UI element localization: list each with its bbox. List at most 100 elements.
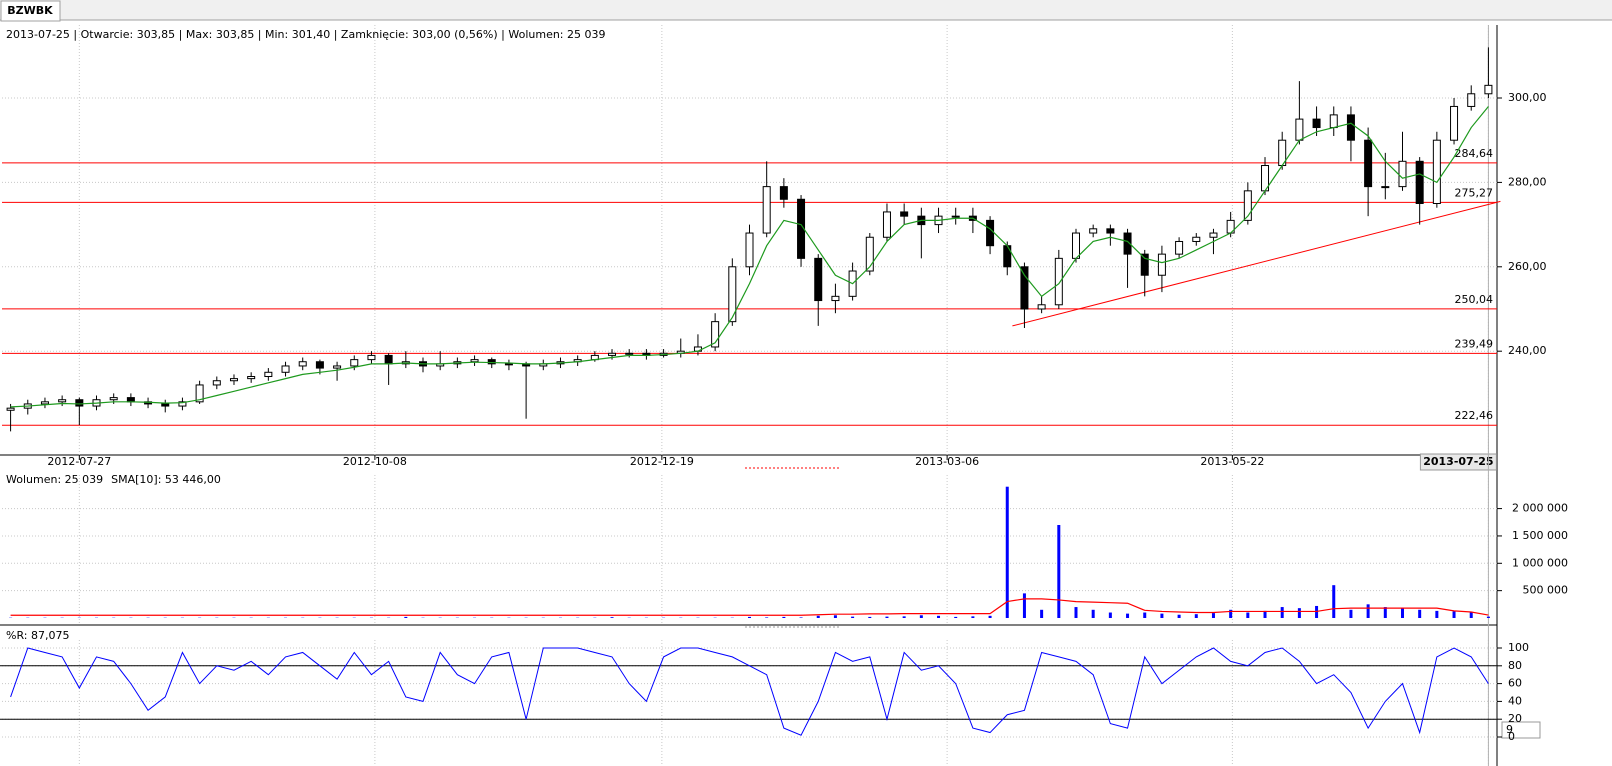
y-tick-label: 1 500 000 (1512, 529, 1568, 542)
volume-bar (1211, 613, 1215, 618)
volume-bar (885, 616, 889, 618)
candle-body (1209, 232, 1218, 238)
y-tick-label: 1 000 000 (1512, 556, 1568, 569)
volume-bar (1332, 585, 1336, 618)
cursor-label-box (1419, 453, 1497, 471)
candle-body (384, 354, 393, 365)
y-tick-label: 260,00 (1508, 260, 1547, 273)
volume-bar (954, 616, 958, 618)
volume-bar (748, 616, 751, 618)
volume-bar (1400, 608, 1404, 618)
y-tick-label: 40 (1508, 694, 1522, 707)
volume-bar (765, 617, 769, 618)
volume-bar (1486, 616, 1490, 618)
legend-entry: Wolumen: 25 039 (6, 473, 103, 486)
y-tick-label: 240,00 (1508, 344, 1547, 357)
volume-bar (1383, 607, 1387, 618)
candle-body (367, 354, 376, 361)
candle-body (1140, 253, 1149, 276)
candle-body (487, 359, 496, 365)
candle-body (728, 266, 737, 323)
volume-bar (833, 615, 837, 618)
x-tick-label: 2012-10-08 (343, 455, 407, 468)
volume-bar (1057, 525, 1061, 618)
corner-label: 9 (1506, 723, 1513, 736)
candle-body (1123, 232, 1132, 255)
volume-bar (1246, 612, 1250, 618)
volume-bar (1418, 609, 1422, 618)
volume-bar (1126, 613, 1130, 618)
volume-bar (902, 616, 906, 618)
volume-bar (868, 616, 872, 618)
x-tick-label: 2013-03-06 (915, 455, 979, 468)
x-tick-label: 2013-05-22 (1200, 455, 1264, 468)
tab-label[interactable]: BZWBK (7, 4, 53, 17)
candle-body (281, 365, 290, 373)
y-tick-label: 20 (1508, 712, 1522, 725)
candle-body (625, 352, 634, 355)
volume-bar (1297, 608, 1301, 618)
tab-bar (0, 0, 1612, 20)
candle-body (1364, 139, 1373, 188)
candle-body (126, 397, 135, 403)
corner-box (1501, 721, 1541, 739)
volume-bar (1160, 613, 1164, 618)
candle-body (608, 352, 617, 356)
candle-body (1175, 240, 1184, 255)
tab[interactable] (0, 0, 61, 22)
candle-body (1432, 139, 1441, 204)
volume-bar (799, 617, 803, 618)
candle-body (1295, 118, 1304, 141)
candle-body (1415, 160, 1424, 204)
candle-body (109, 397, 118, 401)
volume-bar (1435, 610, 1439, 618)
x-tick-label: 2013-07-25 (1423, 455, 1493, 468)
candle-body (1192, 236, 1201, 242)
candle-body (1089, 228, 1098, 234)
candle-body (711, 321, 720, 348)
candle-body (298, 361, 307, 367)
candle-body (195, 384, 204, 403)
candle-body (779, 186, 788, 200)
volume-bar (1091, 609, 1095, 618)
level-label: 275,27 (1455, 186, 1494, 199)
volume-bar (1177, 614, 1181, 618)
volume-bar (782, 616, 786, 618)
candle-body (1037, 304, 1046, 310)
volume-bar (1005, 486, 1009, 618)
volume-bar (610, 617, 614, 618)
y-tick-label: 500 000 (1523, 584, 1569, 597)
legend-entry: %R: 87,075 (6, 629, 69, 642)
candle-body (1467, 93, 1476, 107)
volume-bar (1366, 604, 1370, 618)
volume-bar (1022, 593, 1026, 618)
candle-body (1329, 114, 1338, 129)
volume-bar (1040, 609, 1044, 618)
candle-body (762, 186, 771, 234)
legend-entry: SMA[10]: 53 446,00 (111, 473, 221, 486)
volume-bar (1229, 609, 1233, 618)
volume-bar (1349, 609, 1353, 618)
candle-body (1157, 253, 1166, 276)
candle-body (814, 257, 823, 302)
volume-bar (919, 615, 923, 618)
volume-bar (1280, 607, 1284, 618)
candle-body (75, 399, 84, 407)
volume-bar (851, 616, 855, 618)
candle-body (1346, 114, 1355, 141)
level-label: 250,04 (1455, 293, 1494, 306)
volume-bar (937, 615, 941, 618)
level-label: 222,46 (1455, 409, 1494, 422)
y-tick-label: 60 (1508, 677, 1522, 690)
volume-bar (988, 615, 992, 618)
y-tick-label: 100 (1508, 641, 1529, 654)
candle-body (161, 403, 170, 407)
candle-body (58, 399, 67, 403)
volume-bar (1074, 607, 1078, 618)
candle-body (229, 378, 238, 382)
y-tick-label: 280,00 (1508, 175, 1547, 188)
candle-body (333, 365, 342, 369)
candle-body (951, 215, 960, 218)
candle-body (1106, 228, 1115, 234)
candle-body (900, 211, 909, 217)
